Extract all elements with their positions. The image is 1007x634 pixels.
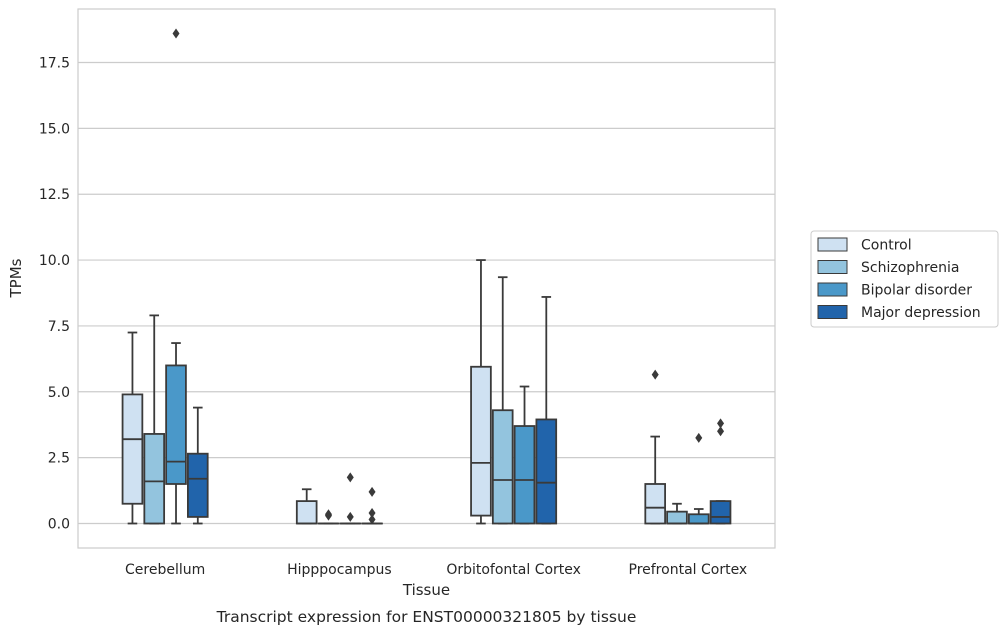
legend: Control Schizophrenia Bipolar disorder Majo… xyxy=(810,230,999,328)
legend-swatch xyxy=(817,305,848,319)
box-iqr xyxy=(513,425,536,525)
box-iqr xyxy=(121,393,144,505)
y-tick-label: 7.5 xyxy=(48,319,70,335)
x-tick-label: Cerebellum xyxy=(125,562,205,578)
box-iqr xyxy=(165,364,187,485)
x-tick-label: Prefrontal Cortex xyxy=(629,562,748,578)
box-iqr xyxy=(295,500,318,525)
box-3-3 xyxy=(709,418,732,525)
box-3-2 xyxy=(687,432,710,525)
x-tick-label: Orbitofontal Cortex xyxy=(446,562,581,578)
flier-point xyxy=(324,509,332,520)
flier-point xyxy=(717,418,725,429)
chart-caption: Transcript expression for ENST0000032180… xyxy=(216,608,637,626)
box-iqr xyxy=(709,500,732,525)
x-tick-label: Hipppocampus xyxy=(287,562,392,578)
y-tick-label: 12.5 xyxy=(39,187,70,203)
y-tick-label: 0.0 xyxy=(48,517,70,533)
box-iqr xyxy=(687,513,710,525)
y-axis-label: TPMs xyxy=(7,258,25,298)
legend-swatch xyxy=(817,237,848,252)
flier-point xyxy=(695,432,703,443)
plot-frame xyxy=(77,8,776,549)
flier-point xyxy=(346,472,354,483)
legend-label: Control xyxy=(861,238,912,254)
box-2-2 xyxy=(513,385,536,525)
legend-swatch xyxy=(817,282,848,297)
legend-label: Bipolar disorder xyxy=(861,283,972,299)
flier-point xyxy=(368,486,376,497)
box-1-3 xyxy=(361,486,383,525)
y-tick-labels: 0.0 2.5 5.0 7.5 10.0 12.5 15.0 17.5 xyxy=(39,56,70,533)
y-tick-label: 2.5 xyxy=(48,451,70,467)
box-iqr xyxy=(666,510,688,525)
box-1-0 xyxy=(295,488,318,525)
legend-frame xyxy=(810,230,999,328)
box-2-0 xyxy=(470,259,492,525)
box-2-1 xyxy=(491,276,514,525)
flier-point xyxy=(368,514,376,525)
box-iqr xyxy=(535,418,558,525)
box-0-2 xyxy=(165,28,187,525)
legend-label: Schizophrenia xyxy=(861,260,959,276)
box-iqr xyxy=(491,409,514,525)
flier-point xyxy=(368,507,376,518)
legend-label: Major depression xyxy=(861,305,981,321)
legend-swatch xyxy=(817,260,848,274)
y-tick-label: 5.0 xyxy=(48,385,70,401)
y-tick-label: 17.5 xyxy=(39,56,70,72)
legend-items: Control Schizophrenia Bipolar disorder Majo… xyxy=(817,237,981,321)
box-1-1 xyxy=(317,509,340,525)
box-3-1 xyxy=(666,502,688,525)
y-tick-label: 10.0 xyxy=(39,253,70,269)
y-tick-label: 15.0 xyxy=(39,121,70,137)
box-0-0 xyxy=(121,331,144,525)
x-axis-label: Tissue xyxy=(402,581,450,599)
flier-point xyxy=(651,369,659,380)
box-0-1 xyxy=(143,314,166,525)
flier-point xyxy=(172,28,180,39)
box-3-0 xyxy=(644,369,666,525)
box-2-3 xyxy=(535,296,558,525)
flier-point xyxy=(717,426,725,437)
box-iqr xyxy=(143,433,166,525)
box-iqr xyxy=(187,452,209,518)
box-group xyxy=(121,28,732,525)
box-0-3 xyxy=(187,406,209,525)
box-1-2 xyxy=(339,472,362,525)
flier-point xyxy=(346,511,354,522)
x-tick-labels: Cerebellum Hipppocampus Orbitofontal Corte… xyxy=(125,562,747,578)
box-iqr xyxy=(470,365,492,517)
box-iqr xyxy=(644,483,666,525)
